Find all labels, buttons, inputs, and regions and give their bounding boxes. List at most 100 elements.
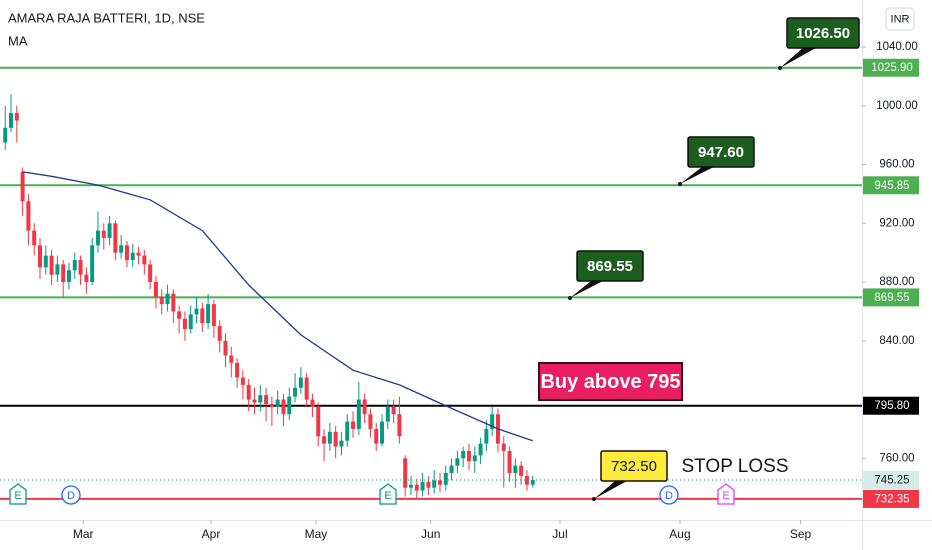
candle-body (275, 399, 280, 407)
callout-pointer (570, 279, 607, 298)
candle-body (177, 311, 182, 319)
candle-body (356, 399, 361, 429)
price-label: 732.35 (874, 493, 909, 505)
candle-body (9, 113, 14, 128)
candle-body (391, 406, 396, 415)
ma-line (22, 171, 533, 442)
price-label-box (863, 489, 919, 508)
price-label: 1025.90 (871, 62, 913, 74)
event-label: D (67, 490, 75, 502)
callout-text: 869.55 (587, 258, 633, 275)
callout-box (786, 17, 860, 49)
candle-body (287, 396, 292, 415)
candle-body (171, 293, 176, 312)
candle-body (501, 443, 506, 451)
callout-pointer (594, 479, 631, 499)
candle-body (426, 481, 431, 488)
currency: INR (891, 13, 910, 25)
y-tick-label: 760.00 (879, 452, 914, 464)
currency-badge[interactable] (885, 7, 915, 31)
price-label-box (863, 470, 919, 489)
candle-body (310, 399, 315, 407)
candle-body (339, 440, 344, 447)
candle-body (455, 458, 460, 466)
callout: 947.60 (678, 136, 755, 186)
candle-body (264, 395, 269, 404)
price-label-box (863, 58, 919, 77)
candle-body (322, 436, 327, 444)
candle-body (84, 274, 89, 283)
candle-body (211, 304, 216, 327)
candle-body (229, 355, 234, 363)
candle-body (55, 264, 60, 275)
y-tick-label: 1040.00 (876, 41, 918, 53)
candle-body (304, 377, 309, 400)
candle-body (258, 395, 263, 403)
candle-body (345, 421, 350, 441)
candle-body (95, 230, 100, 246)
candle-body (124, 245, 129, 260)
callout-text: 947.60 (698, 144, 744, 161)
callout-pointer (680, 165, 718, 184)
candle-body (368, 414, 373, 429)
candle-body (107, 223, 112, 238)
candle-body (374, 428, 379, 444)
candle-body (37, 245, 42, 268)
candle-body (397, 414, 402, 437)
y-tick-label: 880.00 (879, 276, 914, 288)
event-marker (379, 483, 397, 505)
event-marker (9, 483, 27, 505)
candle-body (235, 362, 240, 378)
candle-body (385, 406, 390, 422)
callout-anchor (592, 497, 596, 501)
x-tick-label: May (305, 527, 328, 541)
candle-body (200, 308, 205, 324)
candle-body (194, 308, 199, 315)
candle-body (472, 455, 477, 462)
candle-body (403, 458, 408, 488)
candle-body (3, 127, 8, 143)
candle-body (420, 481, 425, 491)
candle-body (165, 293, 170, 305)
candle-body (316, 406, 321, 437)
candle-body (519, 465, 524, 476)
callout-box (576, 250, 644, 282)
candle-body (119, 245, 124, 253)
event-marker (659, 485, 679, 505)
candle-body (466, 450, 471, 462)
chart-title: AMARA RAJA BATTERI, 1D, NSE (8, 10, 205, 25)
callout-box (687, 136, 755, 168)
callout-box (600, 450, 668, 482)
candle-body (409, 484, 414, 488)
candle-body (380, 421, 385, 444)
x-tick-label: Jun (421, 527, 440, 541)
candle-body (113, 223, 118, 253)
candle-body (461, 450, 466, 459)
x-tick-label: Jul (552, 527, 567, 541)
event-label: D (665, 490, 673, 502)
candle-body (32, 230, 37, 246)
event-marker (61, 485, 81, 505)
candle-body (223, 340, 228, 356)
x-tick-label: Aug (669, 527, 690, 541)
candle-body (351, 421, 356, 429)
candle-body (246, 384, 251, 400)
price-label: 945.85 (874, 180, 909, 192)
candle-body (43, 255, 48, 268)
candle-body (20, 171, 25, 202)
price-label: 869.55 (874, 292, 909, 304)
event-label: E (384, 490, 391, 502)
candle-body (327, 431, 332, 444)
y-tick-label: 960.00 (879, 159, 914, 171)
candle-body (478, 443, 483, 456)
event-marker (717, 483, 735, 505)
x-tick-label: Apr (202, 527, 221, 541)
candle-body (14, 113, 19, 121)
price-label: 745.25 (874, 475, 909, 487)
y-tick-label: 1000.00 (876, 100, 918, 112)
candle-body (530, 479, 535, 485)
candle-body (362, 399, 367, 415)
